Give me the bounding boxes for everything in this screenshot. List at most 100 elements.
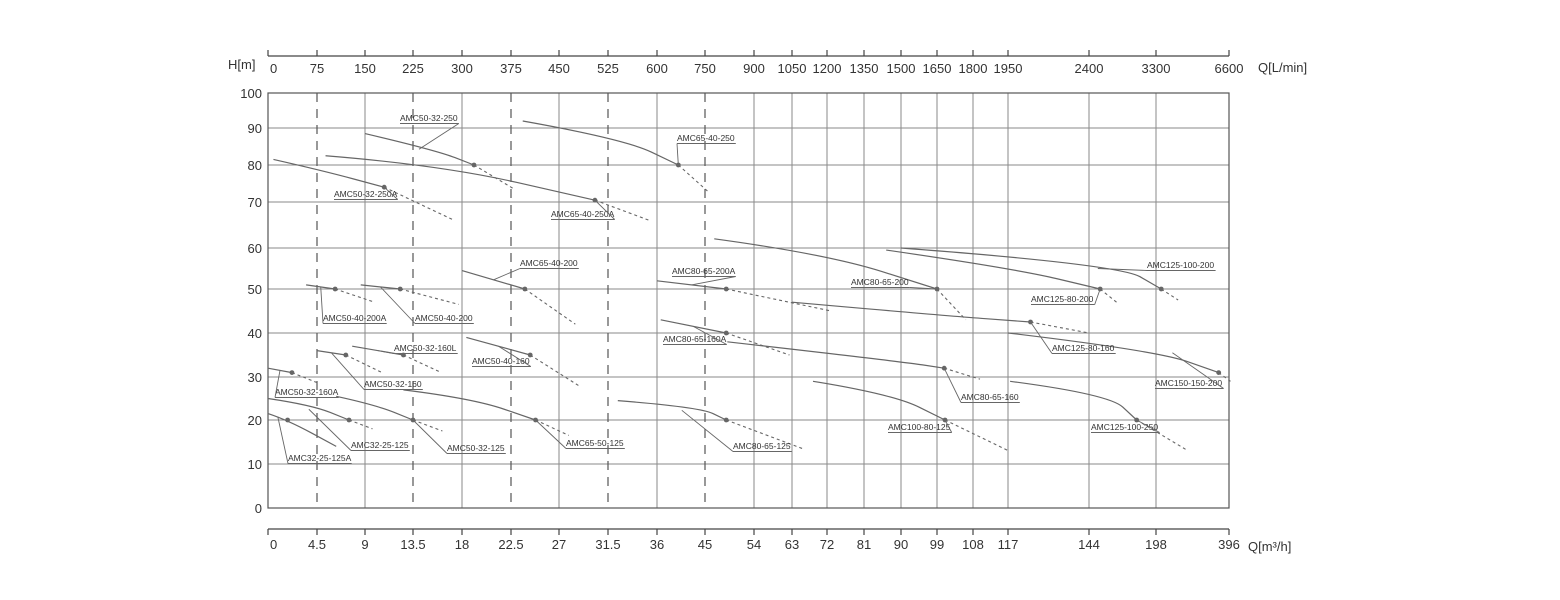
curve-solid bbox=[306, 284, 336, 290]
curve-label: AMC50-32-160 bbox=[364, 379, 422, 389]
series-amc80-65-200a bbox=[656, 280, 832, 312]
bottom-tick-label: 54 bbox=[747, 537, 761, 552]
curve-label: AMC32-25-125A bbox=[288, 453, 352, 463]
top-tick-label: 1800 bbox=[959, 61, 988, 76]
operating-point bbox=[723, 417, 729, 423]
top-tick-label: 2400 bbox=[1075, 61, 1104, 76]
curve-label: AMC125-100-200 bbox=[1147, 260, 1214, 270]
top-tick-label: 300 bbox=[451, 61, 473, 76]
curve-label: AMC65-40-250A bbox=[551, 209, 615, 219]
plot-frame bbox=[267, 92, 1230, 509]
top-tick-label: 1050 bbox=[778, 61, 807, 76]
operating-point bbox=[941, 365, 947, 371]
grid-layer bbox=[268, 93, 1229, 508]
curve-dashed bbox=[944, 367, 981, 380]
curve-solid bbox=[466, 336, 531, 356]
bottom-tick-label: 99 bbox=[930, 537, 944, 552]
top-tick-label: 900 bbox=[743, 61, 765, 76]
top-tick-label: 75 bbox=[310, 61, 324, 76]
label-leader bbox=[1094, 288, 1101, 305]
bottom-tick-label: 45 bbox=[698, 537, 712, 552]
curve-dashed bbox=[535, 419, 570, 436]
curve-solid bbox=[900, 247, 1162, 290]
curve-label: AMC65-40-250 bbox=[677, 133, 735, 143]
bottom-tick-label: 31.5 bbox=[595, 537, 620, 552]
operating-point bbox=[332, 286, 338, 292]
bottom-tick-label: 4.5 bbox=[308, 537, 326, 552]
operating-point bbox=[522, 286, 528, 292]
top-tick-label: 1650 bbox=[923, 61, 952, 76]
label-leader bbox=[493, 268, 521, 281]
curve-label: AMC32-25-125 bbox=[351, 440, 409, 450]
series-amc32-25-125a bbox=[267, 412, 337, 447]
y-tick-label: 40 bbox=[248, 326, 262, 341]
series-amc80-65-125 bbox=[617, 400, 803, 450]
series-amc80-65-200 bbox=[714, 238, 967, 321]
y-tick-label: 10 bbox=[248, 457, 262, 472]
series-amc50-40-200 bbox=[360, 284, 459, 305]
curve-solid bbox=[791, 301, 1031, 323]
operating-point bbox=[471, 162, 477, 168]
curve-dashed bbox=[291, 372, 320, 384]
label-leader bbox=[943, 368, 962, 403]
curve-solid bbox=[886, 249, 1101, 290]
curve-dashed bbox=[936, 288, 967, 321]
curve-solid bbox=[267, 367, 293, 374]
curve-dashed bbox=[473, 164, 515, 190]
top-tick-label: 450 bbox=[548, 61, 570, 76]
bottom-tick-label: 0 bbox=[270, 537, 277, 552]
label-leader bbox=[676, 143, 679, 166]
curve-solid bbox=[360, 284, 401, 290]
bottom-tick-label: 22.5 bbox=[498, 537, 523, 552]
top-tick-label: 1500 bbox=[887, 61, 916, 76]
top-tick-label: 225 bbox=[402, 61, 424, 76]
curve-solid bbox=[727, 341, 945, 369]
bottom-tick-label: 198 bbox=[1145, 537, 1167, 552]
series-amc80-65-160 bbox=[727, 341, 981, 380]
curve-dashed bbox=[726, 419, 803, 450]
top-tick-label: 1950 bbox=[994, 61, 1023, 76]
curve-label: AMC80-65-160 bbox=[961, 392, 1019, 402]
label-leader bbox=[1172, 352, 1224, 389]
top-tick-label: 1200 bbox=[813, 61, 842, 76]
curve-label: AMC50-40-200A bbox=[323, 313, 387, 323]
curve-dashed bbox=[412, 419, 443, 432]
curve-label: AMC125-100-250 bbox=[1091, 422, 1158, 432]
bottom-tick-label: 108 bbox=[962, 537, 984, 552]
label-leader bbox=[693, 326, 727, 345]
operating-point bbox=[289, 370, 295, 375]
top-tick-label: 1350 bbox=[850, 61, 879, 76]
bottom-axis-title: Q[m³/h] bbox=[1248, 539, 1291, 554]
top-tick-label: 0 bbox=[270, 61, 277, 76]
curve-dashed bbox=[403, 354, 442, 374]
operating-point bbox=[1216, 370, 1222, 375]
top-tick-label: 150 bbox=[354, 61, 376, 76]
curve-solid bbox=[273, 158, 385, 188]
y-tick-label: 70 bbox=[248, 195, 262, 210]
operating-point bbox=[723, 286, 729, 292]
curve-label: AMC65-40-200 bbox=[520, 258, 578, 268]
curve-label: AMC50-32-250A bbox=[334, 189, 398, 199]
curve-label: AMC80-65-200A bbox=[672, 266, 736, 276]
curve-dashed bbox=[529, 354, 579, 387]
label-leader bbox=[277, 416, 289, 464]
curve-label: AMC80-65-160A bbox=[663, 334, 727, 344]
curve-solid bbox=[364, 132, 475, 166]
curve-dashed bbox=[944, 419, 1009, 452]
top-tick-label: 525 bbox=[597, 61, 619, 76]
operating-point bbox=[1158, 286, 1164, 292]
operating-point bbox=[397, 286, 403, 292]
series-amc32-25-125 bbox=[267, 397, 373, 430]
label-leader bbox=[691, 276, 736, 286]
y-axis-title: H[m] bbox=[228, 57, 255, 72]
operating-point bbox=[285, 417, 290, 423]
label-leader bbox=[1136, 419, 1160, 433]
curve-dashed bbox=[334, 288, 375, 303]
curve-dashed bbox=[345, 354, 383, 374]
bottom-tick-label: 117 bbox=[998, 537, 1019, 552]
curve-dashed bbox=[1218, 372, 1231, 382]
series-amc65-40-250 bbox=[522, 120, 710, 194]
series-amc125-80-160 bbox=[791, 301, 1090, 334]
curve-dashed bbox=[726, 288, 832, 312]
